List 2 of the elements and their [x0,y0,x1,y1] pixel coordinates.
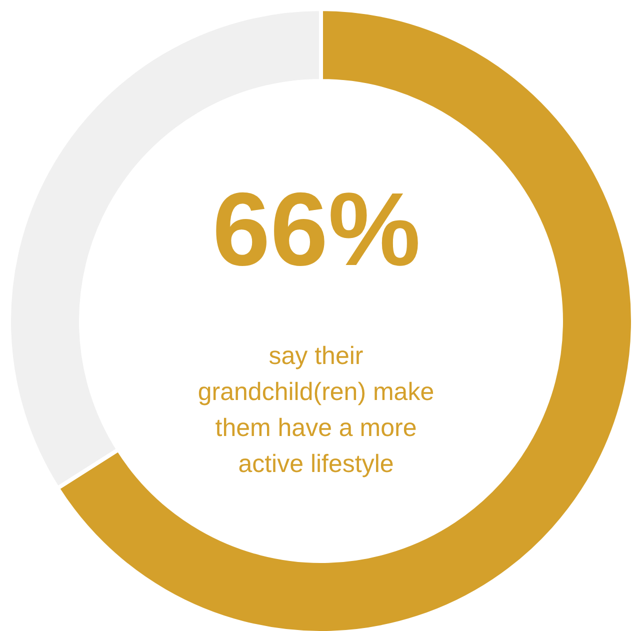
text: say their grandchild(ren) make them have a more active lifestyle [196,341,436,480]
data-label: 66% [211,171,422,290]
